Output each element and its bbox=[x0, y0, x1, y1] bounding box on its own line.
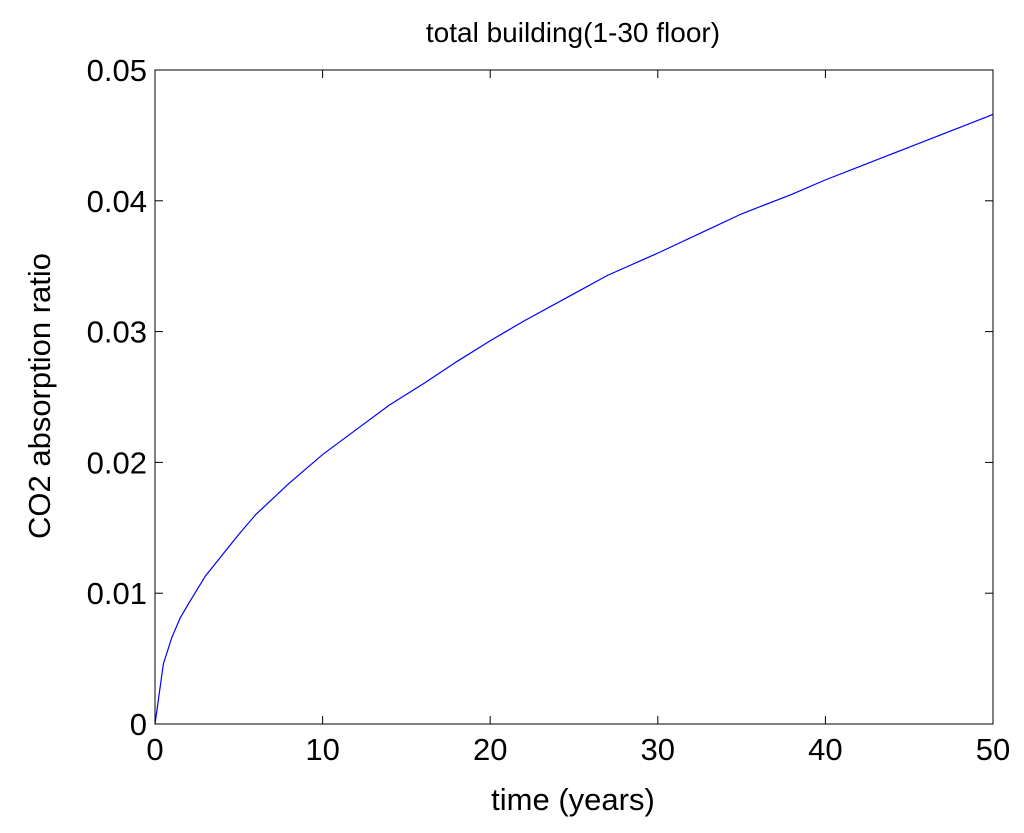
y-tick-label: 0 bbox=[130, 707, 147, 742]
chart-title: total building(1-30 floor) bbox=[426, 17, 720, 48]
series-line-0 bbox=[154, 113, 994, 725]
plot-area bbox=[154, 69, 994, 725]
y-axis-title: CO2 absorption ratio bbox=[22, 253, 57, 539]
x-tick-label: 0 bbox=[146, 732, 163, 767]
x-axis-title: time (years) bbox=[491, 782, 655, 817]
y-tick-label: 0.02 bbox=[87, 445, 147, 480]
x-tick-label: 30 bbox=[641, 732, 675, 767]
y-tick-label: 0.01 bbox=[87, 576, 147, 611]
plot-background bbox=[155, 70, 993, 724]
x-tick-label: 50 bbox=[976, 732, 1010, 767]
y-tick-label: 0.05 bbox=[87, 53, 147, 88]
plot-frame bbox=[154, 69, 994, 725]
y-tick-label: 0.03 bbox=[87, 315, 147, 350]
tick-labels: 0 10 20 30 40 50 0 0.01 0.02 0.03 0.04 0.05 bbox=[87, 53, 1011, 767]
x-tick-label: 10 bbox=[305, 732, 339, 767]
y-tick-label: 0.04 bbox=[87, 184, 147, 219]
x-tick-label: 40 bbox=[808, 732, 842, 767]
x-tick-label: 20 bbox=[473, 732, 507, 767]
axis-ticks bbox=[154, 69, 994, 725]
